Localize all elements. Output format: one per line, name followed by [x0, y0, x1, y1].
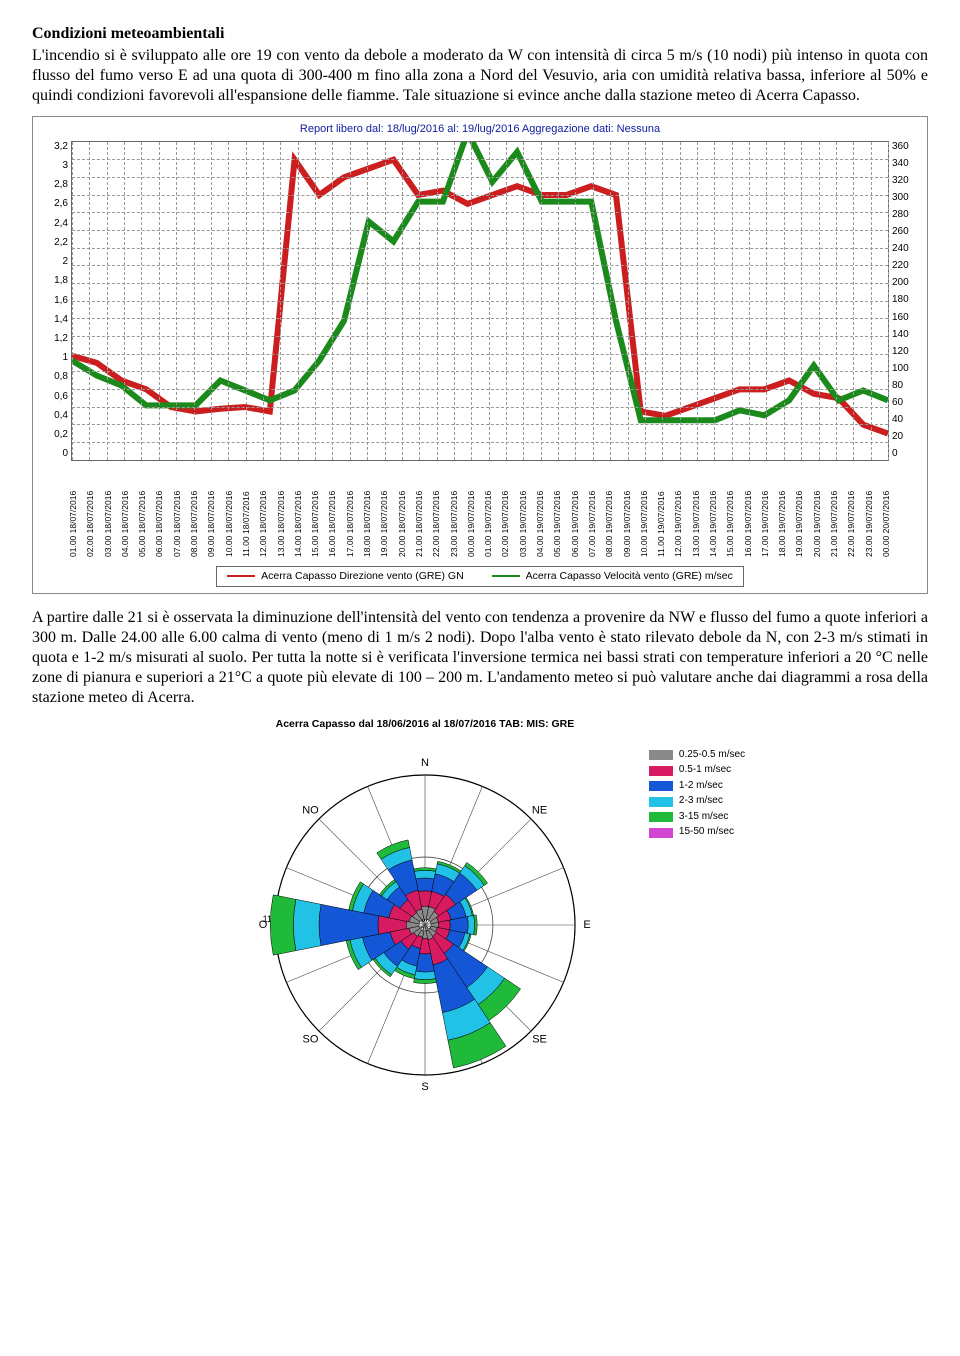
svg-text:N: N	[421, 757, 429, 769]
line-chart: Report libero dal: 18/lug/2016 al: 19/lu…	[32, 116, 928, 594]
svg-text:SE: SE	[532, 1033, 547, 1045]
y-axis-left: 3,232,82,62,42,221,81,61,41,210,80,60,40…	[37, 141, 71, 461]
section-title: Condizioni meteoambientali	[32, 24, 928, 44]
svg-text:NE: NE	[532, 804, 547, 816]
chart-title: Report libero dal: 18/lug/2016 al: 19/lu…	[37, 123, 923, 137]
paragraph-1: L'incendio si è sviluppato alle ore 19 c…	[32, 46, 928, 106]
svg-text:SO: SO	[302, 1033, 318, 1045]
rose-legend: 0.25-0.5 m/sec0.5-1 m/sec1-2 m/sec2-3 m/…	[649, 746, 745, 842]
y-axis-right: 3603403203002802602402202001801601401201…	[889, 141, 923, 461]
svg-text:E: E	[583, 919, 590, 931]
chart-legend: Acerra Capasso Direzione vento (GRE) GNA…	[216, 566, 744, 587]
svg-text:NO: NO	[302, 804, 319, 816]
rose-plot: NNEESESSOONO11.7%5.3%2.3%0.8%Calma.2%	[215, 735, 635, 1095]
x-axis: 01.00 18/07/201602.00 18/07/201603.00 18…	[68, 461, 892, 560]
paragraph-2: A partire dalle 21 si è osservata la dim…	[32, 608, 928, 708]
svg-text:S: S	[421, 1081, 428, 1093]
wind-rose: Acerra Capasso dal 18/06/2016 al 18/07/2…	[32, 718, 928, 1095]
chart-plot-area	[71, 141, 889, 461]
rose-title: Acerra Capasso dal 18/06/2016 al 18/07/2…	[215, 718, 635, 731]
